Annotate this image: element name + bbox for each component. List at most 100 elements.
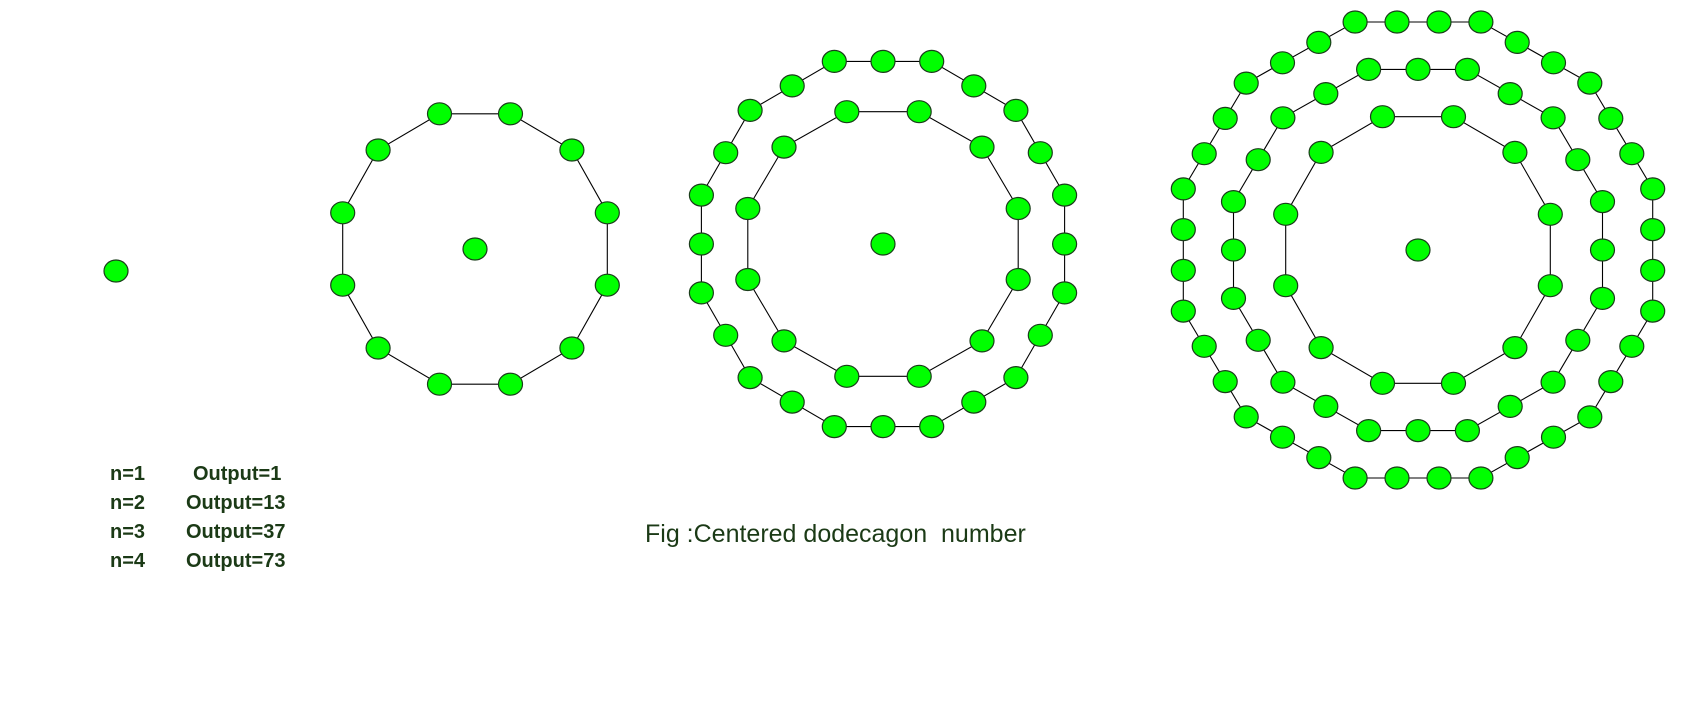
ring-3-dot [1212,106,1238,131]
ring-2-dot [1220,238,1247,262]
ring-3-dot [1306,30,1332,55]
ring-3-dot [1468,10,1494,34]
ring-3-dot [1170,258,1196,282]
ring-2-dot [1565,148,1591,172]
legend-n-label: n=3 [110,521,146,543]
legend-output-label: Output=73 [186,550,286,572]
ring-3-dot [1504,30,1530,55]
ring-3-dot [1170,299,1196,323]
ring-2-dot [1405,419,1431,443]
ring-2-dot [1051,183,1078,207]
ring-1-dot [771,135,797,159]
ring-3-dot [1598,106,1624,131]
ring-3-dot [1619,142,1645,166]
ring-1-dot [969,135,995,159]
ring-2-dot [1003,366,1029,390]
ring-1-dot [559,336,585,360]
ring-1-dot [735,196,761,221]
ring-1-dot [1273,202,1299,226]
ring-2-dot [688,183,715,207]
ring-2-dot [1540,106,1566,130]
ring-2-dot [821,49,847,74]
ring-1-dot [594,201,620,225]
ring-2-dot [961,390,987,414]
ring-2-dot [961,74,987,98]
ring-3-dot [1269,425,1296,449]
ring-2-dot [1027,323,1053,347]
ring-3-dot [1640,299,1666,323]
ring-3-dot [1577,405,1603,429]
ring-1-dot [1440,371,1467,395]
ring-2-dot [737,98,763,123]
ring-2-dot [1355,419,1382,443]
figure-n1 [103,259,129,283]
ring-2-dot [1027,141,1053,165]
ring-2-dot [1220,286,1247,310]
ring-3-dot [1170,218,1196,242]
ring-1-dot [1308,140,1334,164]
ring-1-dot [1005,267,1031,292]
ring-1-dot [834,364,860,388]
ring-2-dot [1565,328,1591,352]
ring-2-dot [1003,98,1029,123]
ring-3-dot [1342,466,1368,490]
ring-1-dot [330,273,356,297]
ring-3-dot [1191,334,1217,358]
ring-2-dot [1245,328,1271,352]
ring-2-dot [688,232,715,256]
ring-3-dot [1384,10,1410,34]
ring-3-dot [1640,177,1666,201]
ring-3-dot [1170,177,1196,201]
ring-3-dot [1233,71,1259,95]
ring-2-dot [1313,394,1339,418]
ring-3-dot [1640,258,1666,282]
ring-3-dot [1640,218,1666,242]
ring-3-dot [1306,446,1332,470]
ring-1-dot [559,138,585,162]
ring-3-dot [1426,10,1452,34]
figure-n4 [1170,10,1666,490]
ring-2-dot [1540,370,1566,394]
ring-1-dot [1273,274,1299,298]
ring-3-dot [1504,446,1530,470]
ring-2-dot [713,141,739,165]
ring-3-dot [1540,51,1567,75]
ring-1-dot [969,329,995,353]
ring-2-dot [1497,394,1523,418]
ring-1-dot [594,273,620,297]
ring-2-dot [1245,148,1271,172]
ring-2-dot [1051,281,1078,305]
ring-1-dot [834,100,860,124]
ring-1-dot [1537,202,1563,226]
ring-1-dot [1502,336,1528,360]
ring-2-dot [1405,57,1431,82]
ring-1-dot [1440,105,1467,129]
legend-n-label: n=4 [110,550,146,572]
ring-3-dot [1426,466,1452,490]
ring-2-dot [870,49,896,74]
ring-2-dot [919,49,945,74]
ring-2-dot [919,415,945,439]
ring-2-dot [1051,232,1078,256]
legend-output-label: Output=37 [186,521,286,543]
ring-2-dot [821,415,847,439]
ring-1-dot [906,100,932,124]
legend-output-label: Output=1 [193,463,282,485]
ring-3-dot [1191,142,1217,166]
legend-n-label: n=1 [110,463,146,485]
ring-2-dot [688,281,715,305]
ring-2-dot [779,390,805,414]
ring-2-dot [1589,190,1616,214]
center-dot [462,237,488,261]
ring-1-dot [365,138,391,162]
ring-2-dot [1454,57,1481,82]
center-dot [103,259,129,283]
ring-2-dot [1589,286,1616,310]
ring-1-dot [330,201,356,225]
ring-1-dot [426,372,453,396]
ring-1-dot [497,372,524,396]
ring-3-dot [1577,71,1603,95]
ring-2-dot [1220,190,1247,214]
ring-1-dot [1308,336,1334,360]
